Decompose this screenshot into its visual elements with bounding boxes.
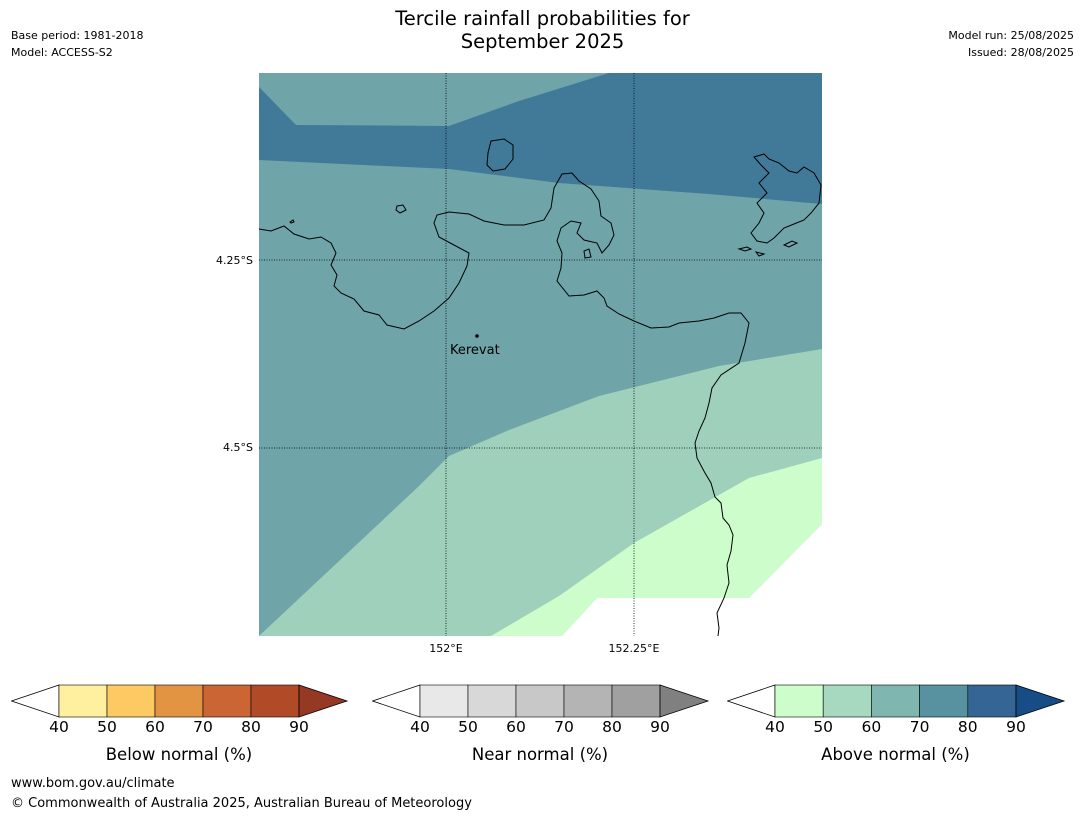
kerevat-label: Kerevat <box>450 343 500 358</box>
colorbar-segment <box>774 684 824 718</box>
colorbar-tick-label: 40 <box>765 718 785 736</box>
map-zone-blank <box>562 524 822 636</box>
title-line-1: Tercile rainfall probabilities for <box>395 7 690 30</box>
kerevat-marker[interactable] <box>475 334 479 338</box>
colorbar-tick-label: 90 <box>650 718 670 736</box>
colorbar-tick-label: 80 <box>957 718 978 736</box>
colorbar-tick-label: 80 <box>602 718 622 736</box>
colorbar-segment <box>250 684 300 718</box>
islet-east-2 <box>754 251 766 257</box>
island-northeast <box>750 153 822 244</box>
colorbar-segment <box>467 684 517 718</box>
colorbar-segment <box>202 684 252 718</box>
colorbar-segment <box>919 684 969 718</box>
coastlines <box>259 138 822 636</box>
colorbar-tip-high <box>1015 684 1066 718</box>
colorbar-tip-low <box>372 684 421 718</box>
colorbar-tip-high <box>659 684 710 718</box>
lat-label-4-5s: 4.5°S <box>223 441 253 454</box>
colorbar-tick-label: 40 <box>410 718 430 736</box>
colorbar-tip-low <box>11 684 60 718</box>
base-period-text: Base period: 1981-2018 <box>11 29 144 42</box>
colorbar-tick-label: 60 <box>145 718 165 736</box>
islet-east-1 <box>737 246 753 252</box>
island-north <box>486 138 514 172</box>
title-line-2: September 2025 <box>460 30 625 53</box>
colorbar-segment <box>822 684 872 718</box>
model-run-text: Model run: 25/08/2025 <box>948 29 1074 42</box>
header-right: Model run: 25/08/2025 Issued: 28/08/2025 <box>948 27 1074 61</box>
colorbar-label-above-normal: Above normal (%) <box>821 745 970 764</box>
colorbar-segment <box>419 684 469 718</box>
colorbar-near-normal <box>372 684 710 718</box>
model-text: Model: ACCESS-S2 <box>11 46 113 59</box>
footer-url[interactable]: www.bom.gov.au/climate <box>11 776 175 791</box>
footer-copyright: © Commonwealth of Australia 2025, Austra… <box>11 796 472 811</box>
lat-label-4-25s: 4.25°S <box>216 254 253 267</box>
colorbar-tick-label: 60 <box>861 718 882 736</box>
colorbar-label-below-normal: Below normal (%) <box>105 745 253 764</box>
colorbar-below-normal <box>11 684 349 718</box>
colorbar-segment <box>563 684 613 718</box>
colorbar-segment <box>58 684 108 718</box>
colorbar-tick-label: 50 <box>97 718 117 736</box>
lon-label-152e: 152°E <box>429 642 463 655</box>
colorbar-tick-label: 90 <box>1006 718 1026 736</box>
colorbar-label-near-normal: Near normal (%) <box>471 745 609 764</box>
colorbar-segment <box>967 684 1017 718</box>
map-zone-above-50 <box>491 458 822 636</box>
colorbar-tick-label: 40 <box>49 718 69 736</box>
colorbar-tick-label: 60 <box>506 718 526 736</box>
colorbar-segment <box>515 684 565 718</box>
colorbar-tick-label: 70 <box>554 718 574 736</box>
colorbar-tick-label: 50 <box>813 718 834 736</box>
colorbar-tick-label: 50 <box>458 718 478 736</box>
colorbar-tick-label: 70 <box>909 718 930 736</box>
colorbar-tick-label: 90 <box>289 718 309 736</box>
header-left: Base period: 1981-2018 Model: ACCESS-S2 <box>11 27 143 61</box>
colorbar-segment <box>611 684 661 718</box>
colorbar-tick-label: 80 <box>241 718 261 736</box>
lon-label-152-25e: 152.25°E <box>608 642 660 655</box>
colorbar-segment <box>154 684 204 718</box>
main-coastline <box>259 172 750 636</box>
issued-text: Issued: 28/08/2025 <box>967 46 1074 59</box>
colorbar-segment <box>871 684 920 718</box>
map-zone-above-80 <box>259 73 822 204</box>
islet-bay <box>583 248 592 259</box>
colorbar-tick-label: 70 <box>193 718 213 736</box>
page-title: Tercile rainfall probabilities for Septe… <box>0 7 1085 53</box>
colorbar-tip-high <box>298 684 349 718</box>
islet-small <box>395 204 407 214</box>
colorbar-segment <box>106 684 156 718</box>
colorbar-tip-low <box>727 684 776 718</box>
islet-east-3 <box>782 240 799 248</box>
islet-tiny <box>289 219 295 224</box>
probability-map[interactable] <box>259 73 822 636</box>
colorbar-above-normal <box>727 684 1066 718</box>
